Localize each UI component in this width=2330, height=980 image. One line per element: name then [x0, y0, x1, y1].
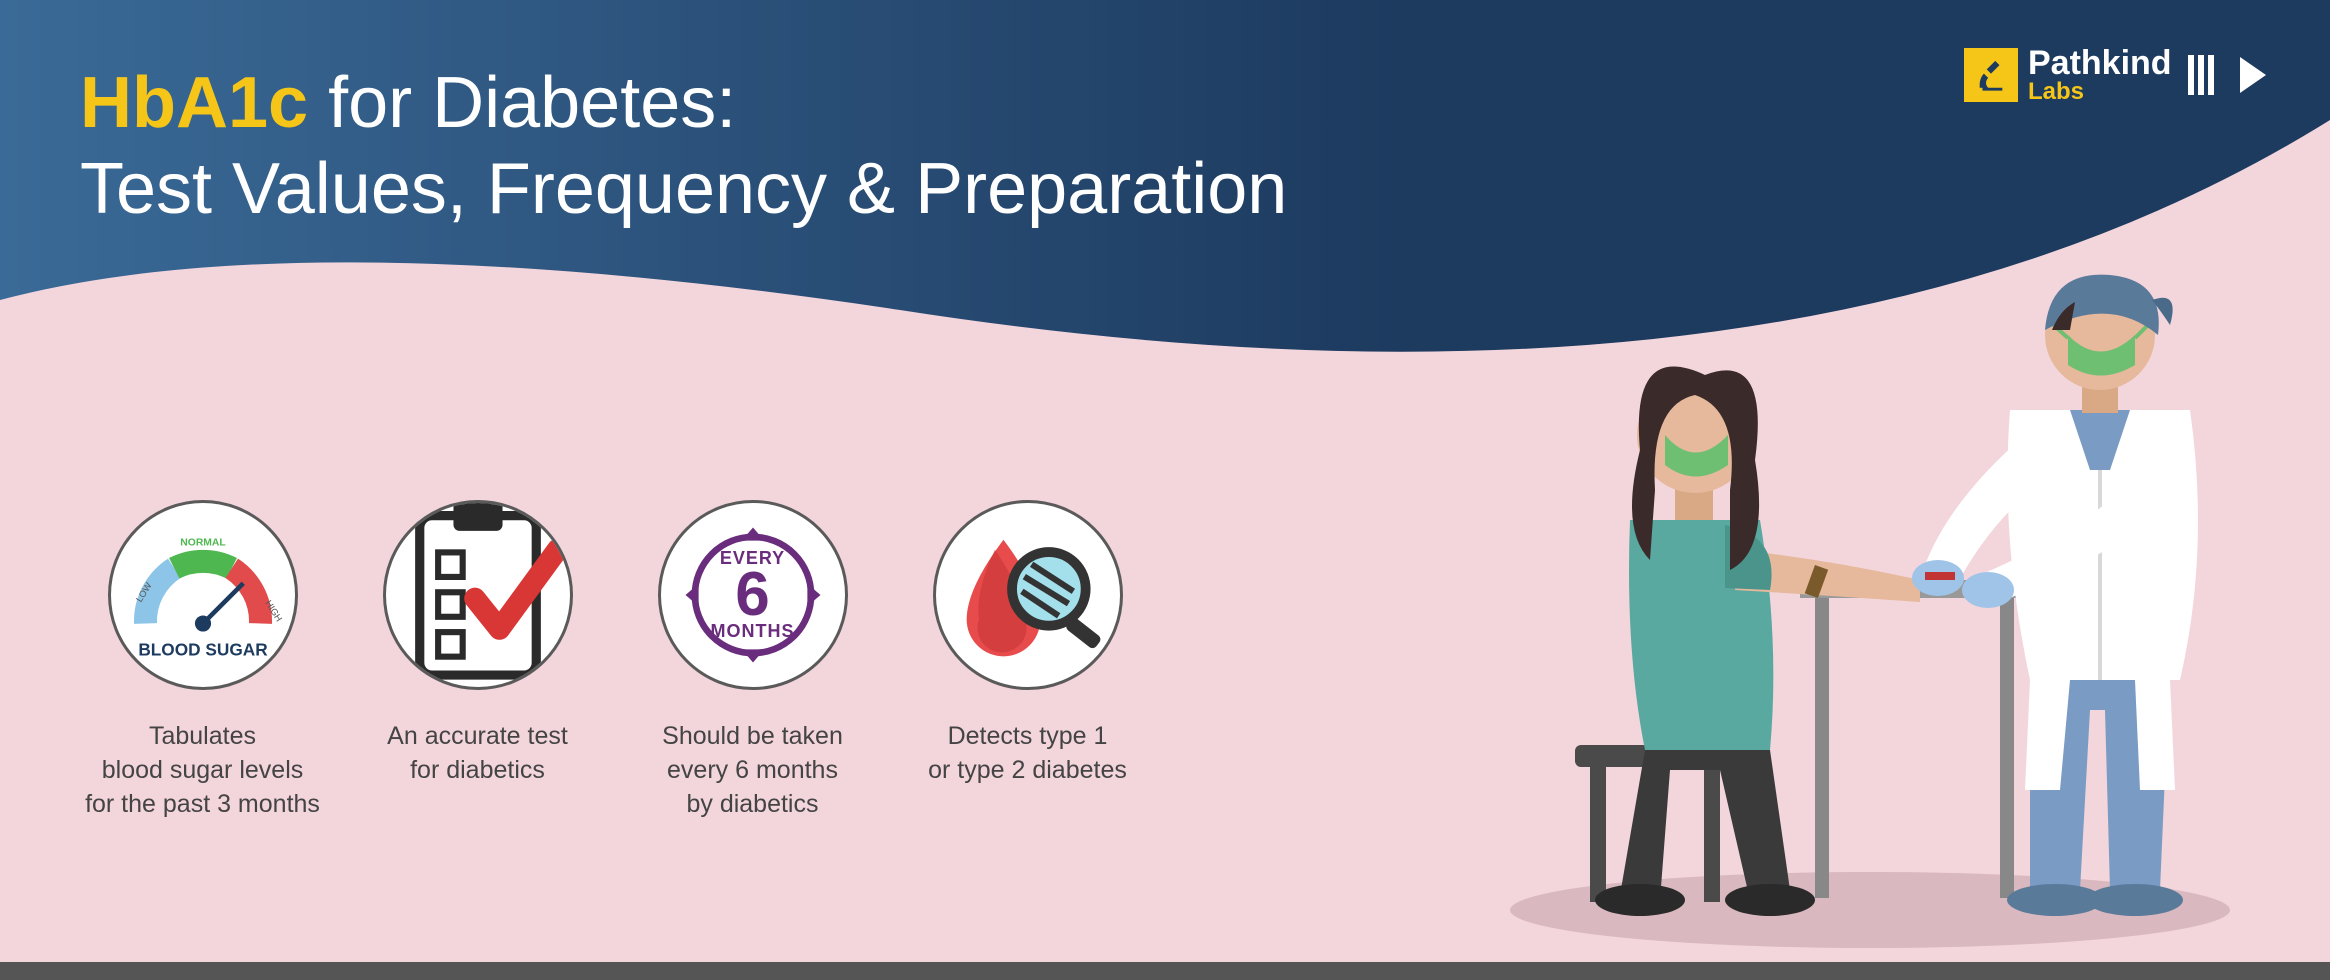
feature-item: LOW NORMAL HIGH BLOOD SUGAR Tabulates bl… [85, 500, 320, 821]
logo-brand-text: Pathkind [2028, 46, 2172, 80]
feature-caption: Detects type 1 or type 2 diabetes [928, 720, 1127, 788]
logo-bars-icon [2188, 55, 2214, 95]
feature-caption: Tabulates blood sugar levels for the pas… [85, 720, 320, 821]
play-icon [2240, 57, 2266, 93]
feature-item: Detects type 1 or type 2 diabetes [910, 500, 1145, 821]
title-line-2: Test Values, Frequency & Preparation [80, 149, 1287, 229]
feature-item: An accurate test for diabetics [360, 500, 595, 821]
feature-caption: An accurate test for diabetics [387, 720, 568, 788]
microscope-icon [1964, 48, 2018, 102]
every-six-months-icon: EVERY 6 MONTHS [658, 500, 848, 690]
feature-caption: Should be taken every 6 months by diabet… [662, 720, 843, 821]
blood-drop-magnifier-icon [933, 500, 1123, 690]
footer-bar [0, 962, 2330, 980]
feature-item: EVERY 6 MONTHS Should be taken every 6 m… [635, 500, 870, 821]
page-title: HbA1c for Diabetes: Test Values, Frequen… [80, 60, 1287, 233]
svg-text:NORMAL: NORMAL [180, 538, 225, 549]
svg-text:BLOOD SUGAR: BLOOD SUGAR [138, 640, 268, 660]
feature-row: LOW NORMAL HIGH BLOOD SUGAR Tabulates bl… [85, 500, 1145, 821]
gauge-icon: LOW NORMAL HIGH BLOOD SUGAR [108, 500, 298, 690]
title-highlight: HbA1c [80, 63, 308, 143]
clipboard-check-icon [383, 500, 573, 690]
logo-sub-text: Labs [2028, 80, 2172, 104]
blood-test-illustration [1470, 190, 2270, 950]
title-rest-1: for Diabetes: [308, 63, 736, 143]
brand-logo: Pathkind Labs [1950, 35, 2280, 115]
